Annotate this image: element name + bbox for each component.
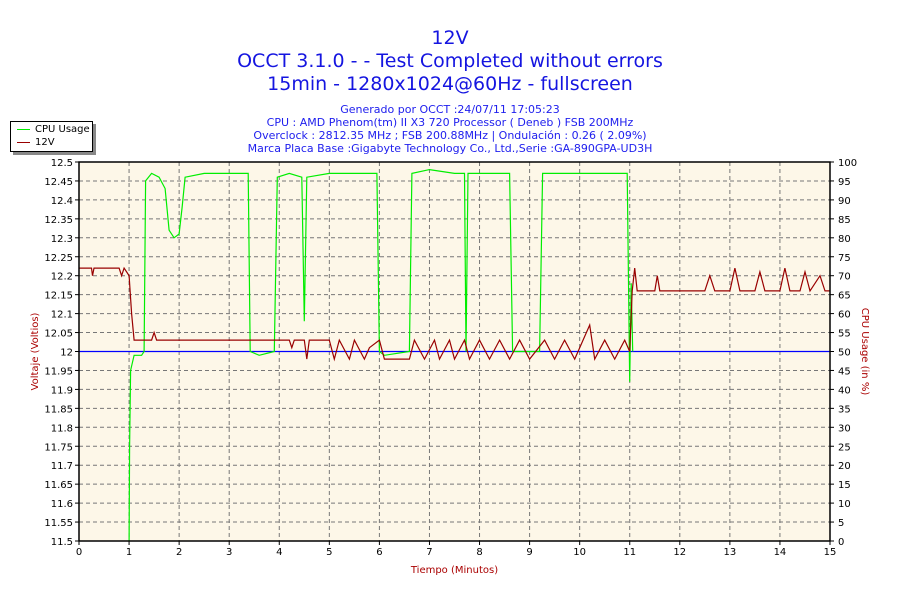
- chart-subtitle-1: OCCT 3.1.0 - - Test Completed without er…: [237, 50, 663, 72]
- y2-tick-label: 20: [838, 461, 851, 472]
- y-tick-label: 12.4: [51, 196, 73, 207]
- y2-tick-label: 15: [838, 480, 851, 491]
- legend-label-cpu: CPU Usage: [35, 124, 90, 135]
- y-tick-label: 11.85: [44, 404, 73, 415]
- y-tick-label: 11.6: [51, 499, 73, 510]
- y2-tick-label: 25: [838, 442, 851, 453]
- y2-tick-label: 35: [838, 404, 851, 415]
- y-tick-label: 12.3: [51, 234, 73, 245]
- y-tick-label: 12.25: [44, 253, 73, 264]
- y-tick-label: 12.1: [51, 310, 73, 321]
- y2-tick-label: 60: [838, 310, 851, 321]
- y2-tick-label: 100: [838, 158, 857, 169]
- y-tick-label: 11.5: [51, 537, 73, 548]
- y-tick-label: 12.2: [51, 272, 73, 283]
- x-tick-label: 12: [673, 547, 686, 558]
- y2-tick-label: 75: [838, 253, 851, 264]
- y-tick-label: 12.15: [44, 291, 73, 302]
- y2-tick-label: 70: [838, 272, 851, 283]
- chart-subtitle-2: 15min - 1280x1024@60Hz - fullscreen: [267, 73, 633, 95]
- y-tick-label: 12.5: [51, 158, 73, 169]
- x-tick-label: 15: [824, 547, 837, 558]
- y-tick-label: 11.8: [51, 423, 73, 434]
- y2-tick-label: 40: [838, 385, 851, 396]
- y-tick-label: 11.75: [44, 442, 73, 453]
- x-tick-label: 2: [176, 547, 182, 558]
- x-tick-label: 3: [226, 547, 232, 558]
- info-cpu: CPU : AMD Phenom(tm) II X3 720 Processor…: [266, 116, 634, 129]
- x-tick-label: 8: [476, 547, 482, 558]
- y2-tick-label: 5: [838, 518, 844, 529]
- x-tick-label: 11: [623, 547, 636, 558]
- legend-label-12v: 12V: [35, 137, 55, 148]
- y2-tick-label: 85: [838, 215, 851, 226]
- y-tick-label: 11.65: [44, 480, 73, 491]
- chart-title: 12V: [431, 27, 469, 49]
- y-axis-label: Voltaje (Voltios): [30, 312, 41, 390]
- y2-tick-label: 30: [838, 423, 851, 434]
- x-tick-label: 9: [526, 547, 532, 558]
- y-tick-label: 11.95: [44, 366, 73, 377]
- info-overclock: Overclock : 2812.35 MHz ; FSB 200.88MHz …: [253, 129, 647, 142]
- y2-tick-label: 50: [838, 348, 851, 359]
- y2-tick-label: 80: [838, 234, 851, 245]
- legend: CPU Usage 12V: [10, 121, 93, 152]
- y-tick-label: 11.55: [44, 518, 73, 529]
- x-tick-label: 4: [276, 547, 282, 558]
- y2-axis-label: CPU Usage (in %): [859, 308, 870, 396]
- legend-item-12v: 12V: [17, 137, 55, 149]
- y-tick-label: 11.7: [51, 461, 73, 472]
- x-tick-label: 5: [326, 547, 332, 558]
- x-tick-label: 13: [723, 547, 736, 558]
- x-tick-label: 1: [126, 547, 132, 558]
- info-motherboard: Marca Placa Base :Gigabyte Technology Co…: [247, 142, 653, 155]
- plot-frame: [78, 161, 831, 542]
- x-tick-label: 7: [426, 547, 432, 558]
- x-axis-label: Tiempo (Minutos): [410, 565, 498, 576]
- y2-tick-label: 0: [838, 537, 844, 548]
- y-tick-label: 12.45: [44, 177, 73, 188]
- y-tick-label: 11.9: [51, 385, 73, 396]
- x-tick-label: 0: [76, 547, 82, 558]
- y2-tick-label: 95: [838, 177, 851, 188]
- y2-tick-label: 45: [838, 366, 851, 377]
- x-tick-label: 10: [573, 547, 586, 558]
- legend-item-cpu: CPU Usage: [17, 124, 90, 136]
- series-cpu-usage: [128, 168, 634, 542]
- info-generated: Generado por OCCT :24/07/11 17:05:23: [340, 103, 560, 116]
- series-12v: [79, 266, 830, 362]
- x-tick-label: 6: [376, 547, 382, 558]
- y2-tick-label: 55: [838, 329, 851, 340]
- y2-tick-label: 65: [838, 291, 851, 302]
- y2-tick-label: 10: [838, 499, 851, 510]
- y2-tick-label: 90: [838, 196, 851, 207]
- y-tick-label: 12.35: [44, 215, 73, 226]
- x-tick-label: 14: [774, 547, 787, 558]
- y-tick-label: 12.05: [44, 329, 73, 340]
- y-tick-label: 12: [60, 348, 73, 359]
